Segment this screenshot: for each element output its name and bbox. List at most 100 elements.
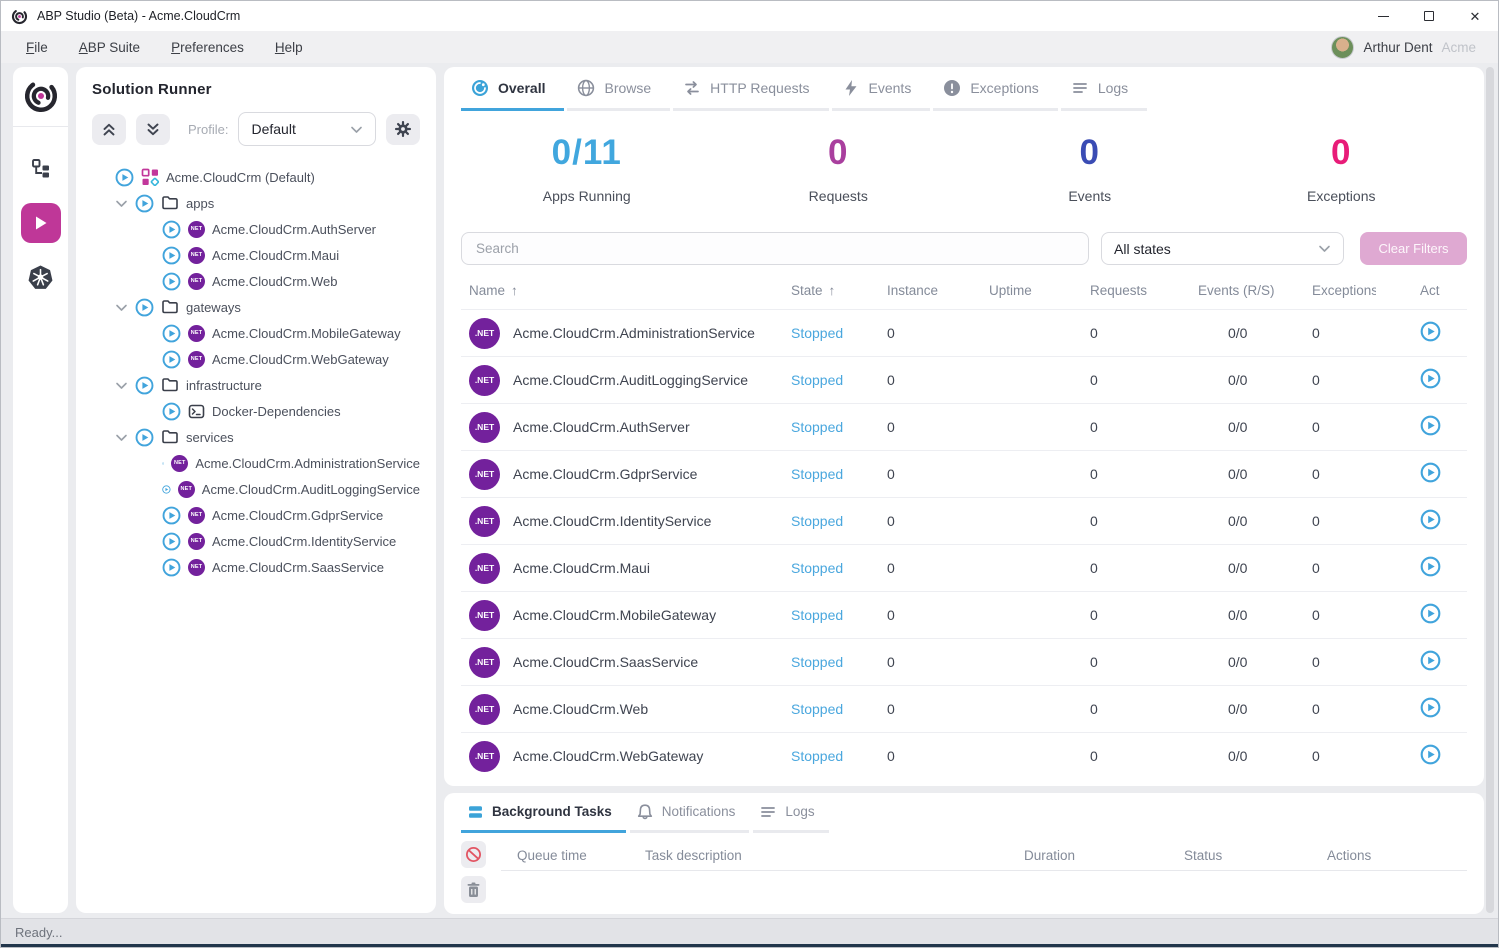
col-status: Status	[1184, 848, 1223, 863]
tab-logs[interactable]: Logs	[1060, 67, 1148, 111]
tab-bottom-logs[interactable]: Logs	[753, 793, 829, 833]
play-circle-icon[interactable]	[162, 480, 171, 499]
table-row[interactable]: .NET Acme.CloudCrm.IdentityService Stoppe…	[461, 497, 1467, 544]
user-avatar[interactable]	[1331, 35, 1355, 59]
menu-abp-suite[interactable]: ABP Suite	[78, 39, 141, 55]
tab-events[interactable]: Events	[831, 67, 931, 111]
solution-runner-button[interactable]	[20, 203, 61, 243]
tab-overall[interactable]: Overall	[461, 67, 565, 111]
chevron-down-icon[interactable]	[115, 197, 128, 210]
start-app-button[interactable]	[1420, 556, 1441, 577]
expand-all-button[interactable]	[136, 113, 170, 145]
chevron-down-icon[interactable]	[115, 301, 128, 314]
tree-group-services[interactable]: services	[92, 424, 420, 450]
tree-item-web[interactable]: NET Acme.CloudCrm.Web	[92, 268, 420, 294]
tab-background-tasks[interactable]: Background Tasks	[461, 793, 626, 833]
chevron-down-icon[interactable]	[115, 379, 128, 392]
tree-item-auditloggingservice[interactable]: NET Acme.CloudCrm.AuditLoggingService	[92, 476, 420, 502]
play-circle-icon[interactable]	[162, 558, 181, 577]
tree-item-docker-dependencies[interactable]: Docker-Dependencies	[92, 398, 420, 424]
tree-item-authserver[interactable]: NET Acme.CloudCrm.AuthServer	[92, 216, 420, 242]
tab-browse[interactable]: Browse	[567, 67, 671, 111]
table-row[interactable]: .NET Acme.CloudCrm.Web Stopped 0 0 0/0 0	[461, 685, 1467, 732]
col-state[interactable]: State ↑	[791, 282, 836, 298]
col-actions[interactable]: Act	[1420, 282, 1440, 298]
chevron-down-icon[interactable]	[115, 431, 128, 444]
tree-group-apps[interactable]: apps	[92, 190, 420, 216]
start-app-button[interactable]	[1420, 744, 1441, 765]
menu-file[interactable]: File	[26, 39, 48, 55]
table-row[interactable]: .NET Acme.CloudCrm.AuthServer Stopped 0 0…	[461, 403, 1467, 450]
profile-settings-button[interactable]	[386, 113, 420, 145]
requests-value: 0	[1090, 701, 1098, 717]
minimize-button[interactable]	[1360, 1, 1406, 31]
table-row[interactable]: .NET Acme.CloudCrm.Maui Stopped 0 0 0/0 0	[461, 544, 1467, 591]
start-app-button[interactable]	[1420, 368, 1441, 389]
play-circle-icon[interactable]	[115, 168, 134, 187]
table-row[interactable]: .NET Acme.CloudCrm.GdprService Stopped 0 …	[461, 450, 1467, 497]
play-circle-icon[interactable]	[135, 194, 154, 213]
start-app-button[interactable]	[1420, 415, 1441, 436]
window-scrollbar[interactable]	[1486, 67, 1494, 913]
maximize-button[interactable]	[1406, 1, 1452, 31]
play-circle-icon[interactable]	[162, 350, 181, 369]
table-row[interactable]: .NET Acme.CloudCrm.SaasService Stopped 0 …	[461, 638, 1467, 685]
play-circle-icon[interactable]	[162, 324, 181, 343]
state-filter-select[interactable]: All states	[1101, 232, 1344, 265]
dotnet-icon: .NET	[469, 364, 500, 396]
tree-item-administrationservice[interactable]: NET Acme.CloudCrm.AdministrationService	[92, 450, 420, 476]
tab-notifications[interactable]: Notifications	[629, 793, 750, 833]
col-instance[interactable]: Instance	[887, 282, 939, 298]
tree-item-maui[interactable]: NET Acme.CloudCrm.Maui	[92, 242, 420, 268]
tree-item-solution-root[interactable]: Acme.CloudCrm (Default)	[92, 164, 420, 190]
table-row[interactable]: .NET Acme.CloudCrm.MobileGateway Stopped …	[461, 591, 1467, 638]
folder-icon	[162, 430, 178, 444]
solution-explorer-button[interactable]	[21, 149, 61, 189]
play-circle-icon[interactable]	[162, 402, 181, 421]
collapse-all-button[interactable]	[92, 113, 126, 145]
play-circle-icon[interactable]	[162, 506, 181, 525]
clear-filters-button[interactable]: Clear Filters	[1360, 232, 1467, 265]
menu-help[interactable]: Help	[274, 39, 303, 55]
col-uptime[interactable]: Uptime	[989, 282, 1032, 298]
search-input[interactable]	[461, 232, 1089, 265]
col-name[interactable]: Name ↑	[469, 282, 518, 298]
tree-item-gdprservice[interactable]: NET Acme.CloudCrm.GdprService	[92, 502, 420, 528]
play-circle-icon[interactable]	[135, 376, 154, 395]
start-app-button[interactable]	[1420, 509, 1441, 530]
col-exceptions[interactable]: Exceptions	[1312, 282, 1376, 298]
start-app-button[interactable]	[1420, 603, 1441, 624]
user-name[interactable]: Arthur Dent	[1363, 39, 1433, 55]
play-circle-icon[interactable]	[135, 428, 154, 447]
tree-item-mobilegateway[interactable]: NET Acme.CloudCrm.MobileGateway	[92, 320, 420, 346]
close-button[interactable]: ✕	[1452, 1, 1498, 31]
start-app-button[interactable]	[1420, 321, 1441, 342]
play-circle-icon[interactable]	[162, 272, 181, 291]
col-events[interactable]: Events (R/S)	[1198, 282, 1275, 298]
menu-preferences[interactable]: Preferences	[171, 39, 244, 55]
tab-http-requests[interactable]: HTTP Requests	[673, 67, 829, 111]
tree-item-webgateway[interactable]: NET Acme.CloudCrm.WebGateway	[92, 346, 420, 372]
cancel-tasks-button[interactable]	[461, 841, 486, 868]
table-row[interactable]: .NET Acme.CloudCrm.WebGateway Stopped 0 0…	[461, 732, 1467, 779]
col-requests[interactable]: Requests	[1090, 282, 1148, 298]
tab-exceptions[interactable]: Exceptions	[933, 67, 1058, 111]
clear-tasks-button[interactable]	[461, 876, 486, 903]
start-app-button[interactable]	[1420, 697, 1441, 718]
table-row[interactable]: .NET Acme.CloudCrm.AuditLoggingService St…	[461, 356, 1467, 403]
kubernetes-button[interactable]	[21, 257, 61, 297]
tree-item-saasservice[interactable]: NET Acme.CloudCrm.SaasService	[92, 554, 420, 580]
play-circle-icon[interactable]	[162, 454, 165, 473]
play-circle-icon[interactable]	[135, 298, 154, 317]
start-app-button[interactable]	[1420, 462, 1441, 483]
play-circle-icon[interactable]	[162, 246, 181, 265]
play-circle-icon[interactable]	[162, 220, 181, 239]
tree-group-gateways[interactable]: gateways	[92, 294, 420, 320]
table-row[interactable]: .NET Acme.CloudCrm.AdministrationService …	[461, 309, 1467, 356]
tree-item-identityservice[interactable]: NET Acme.CloudCrm.IdentityService	[92, 528, 420, 554]
tasks-table-header: Queue time Task description Duration Sta…	[501, 841, 1467, 871]
tree-group-infrastructure[interactable]: infrastructure	[92, 372, 420, 398]
play-circle-icon[interactable]	[162, 532, 181, 551]
start-app-button[interactable]	[1420, 650, 1441, 671]
profile-select[interactable]: Default	[238, 112, 376, 146]
